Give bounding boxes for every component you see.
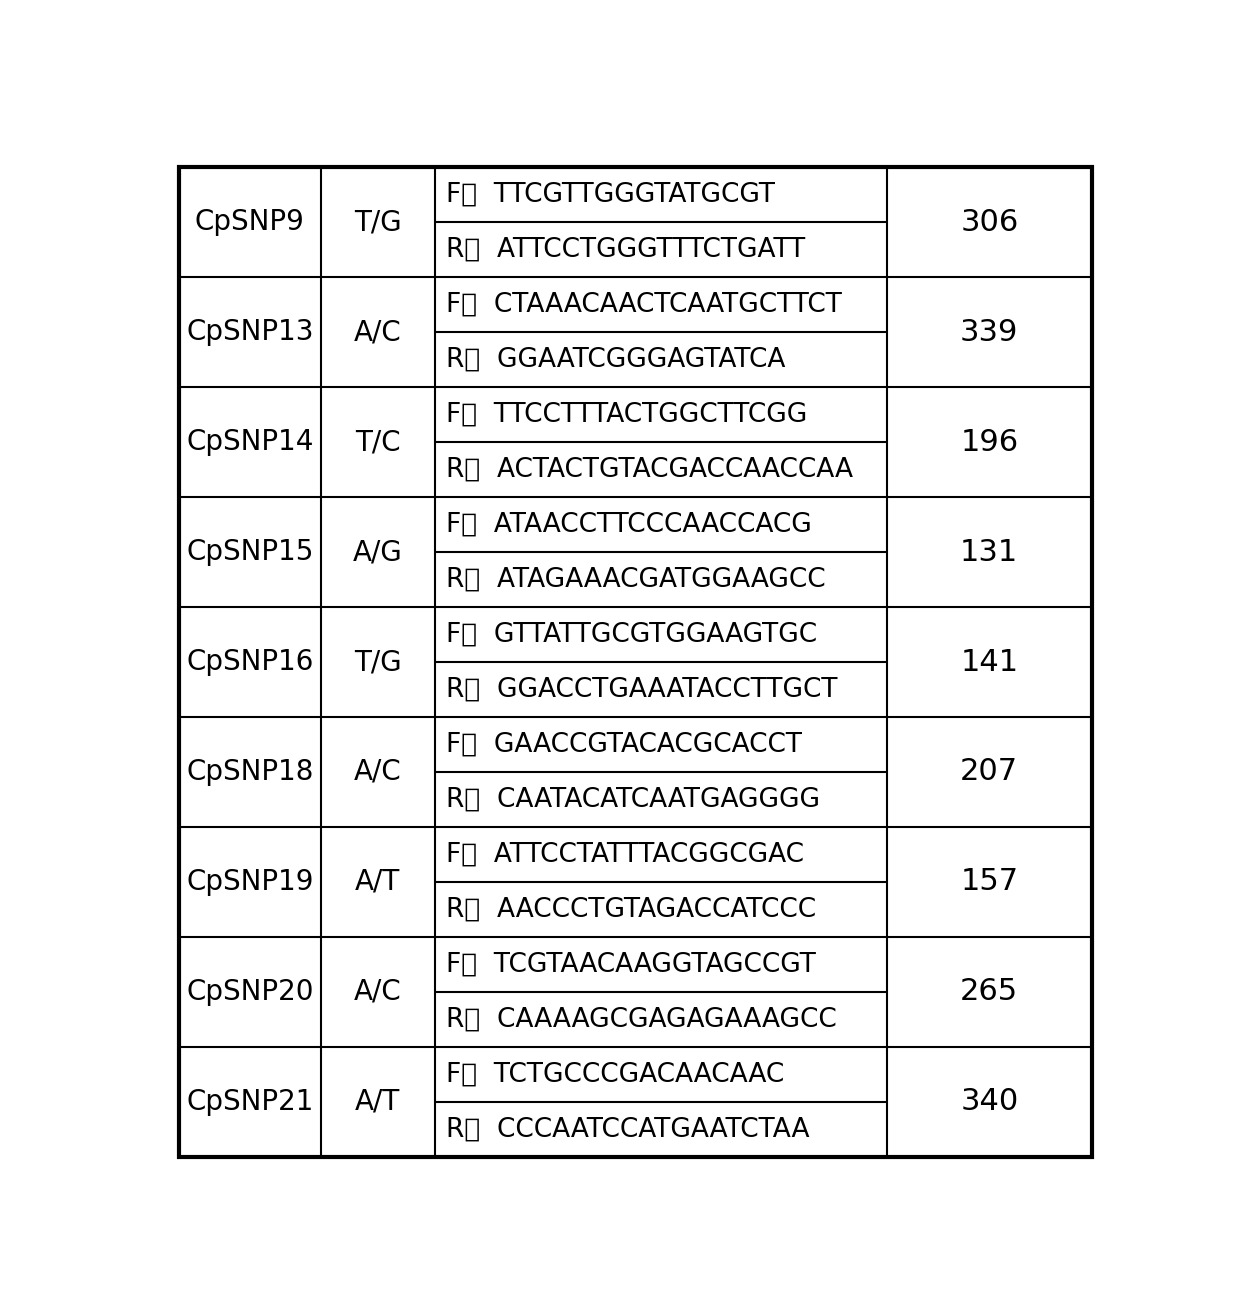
Text: CpSNP20: CpSNP20 bbox=[186, 978, 314, 1006]
Text: 265: 265 bbox=[960, 977, 1018, 1007]
Text: R：  CCCAATCCATGAATCTAA: R： CCCAATCCATGAATCTAA bbox=[446, 1116, 810, 1142]
Text: R：  CAAAAGCGAGAGAAAGCC: R： CAAAAGCGAGAGAAAGCC bbox=[446, 1007, 837, 1032]
Text: 157: 157 bbox=[960, 868, 1018, 897]
Text: CpSNP21: CpSNP21 bbox=[186, 1088, 314, 1116]
Text: T/C: T/C bbox=[355, 429, 401, 456]
Text: CpSNP13: CpSNP13 bbox=[186, 319, 314, 346]
Text: 306: 306 bbox=[960, 208, 1018, 237]
Text: CpSNP19: CpSNP19 bbox=[186, 868, 314, 895]
Text: R：  GGACCTGAAATACCTTGCT: R： GGACCTGAAATACCTTGCT bbox=[446, 676, 838, 703]
Text: 340: 340 bbox=[960, 1087, 1018, 1116]
Text: F：  GAACCGTACACGCACCT: F： GAACCGTACACGCACCT bbox=[446, 732, 802, 758]
Text: CpSNP16: CpSNP16 bbox=[186, 648, 314, 676]
Text: R：  ATTCCTGGGTTTCTGATT: R： ATTCCTGGGTTTCTGATT bbox=[446, 237, 806, 262]
Text: F：  TCTGCCCGACAACAAC: F： TCTGCCCGACAACAAC bbox=[446, 1062, 785, 1087]
Text: 131: 131 bbox=[960, 538, 1018, 566]
Text: F：  GTTATTGCGTGGAAGTGC: F： GTTATTGCGTGGAAGTGC bbox=[446, 621, 817, 648]
Text: CpSNP15: CpSNP15 bbox=[186, 538, 314, 566]
Text: 196: 196 bbox=[960, 427, 1018, 456]
Text: F：  TTCCTTTACTGGCTTCGG: F： TTCCTTTACTGGCTTCGG bbox=[446, 401, 807, 427]
Text: A/C: A/C bbox=[353, 978, 402, 1006]
Text: R：  ACTACTGTACGACCAACCAA: R： ACTACTGTACGACCAACCAA bbox=[446, 456, 853, 482]
Text: R：  CAATACATCAATGAGGGG: R： CAATACATCAATGAGGGG bbox=[446, 787, 820, 813]
Text: T/G: T/G bbox=[353, 648, 402, 676]
Text: F：  TCGTAACAAGGTAGCCGT: F： TCGTAACAAGGTAGCCGT bbox=[446, 952, 816, 977]
Text: 141: 141 bbox=[960, 648, 1018, 676]
Text: F：  CTAAACAACTCAATGCTTCT: F： CTAAACAACTCAATGCTTCT bbox=[446, 292, 842, 317]
Text: A/T: A/T bbox=[355, 868, 401, 895]
Text: A/C: A/C bbox=[353, 758, 402, 787]
Text: CpSNP14: CpSNP14 bbox=[186, 429, 314, 456]
Text: A/G: A/G bbox=[352, 538, 403, 566]
Text: 207: 207 bbox=[960, 758, 1018, 787]
Text: A/C: A/C bbox=[353, 319, 402, 346]
Text: R：  AACCCTGTAGACCATCCC: R： AACCCTGTAGACCATCCC bbox=[446, 897, 816, 923]
Text: F：  TTCGTTGGGTATGCGT: F： TTCGTTGGGTATGCGT bbox=[446, 182, 775, 208]
Text: T/G: T/G bbox=[353, 208, 402, 236]
Text: R：  ATAGAAACGATGGAAGCC: R： ATAGAAACGATGGAAGCC bbox=[446, 566, 826, 593]
Text: 339: 339 bbox=[960, 317, 1018, 347]
Text: R：  GGAATCGGGAGTATCA: R： GGAATCGGGAGTATCA bbox=[446, 347, 786, 372]
Text: CpSNP9: CpSNP9 bbox=[195, 208, 305, 236]
Text: F：  ATTCCTATTTACGGCGAC: F： ATTCCTATTTACGGCGAC bbox=[446, 842, 805, 868]
Text: CpSNP18: CpSNP18 bbox=[186, 758, 314, 787]
Text: A/T: A/T bbox=[355, 1088, 401, 1116]
Text: F：  ATAACCTTCCCAACCACG: F： ATAACCTTCCCAACCACG bbox=[446, 511, 812, 538]
